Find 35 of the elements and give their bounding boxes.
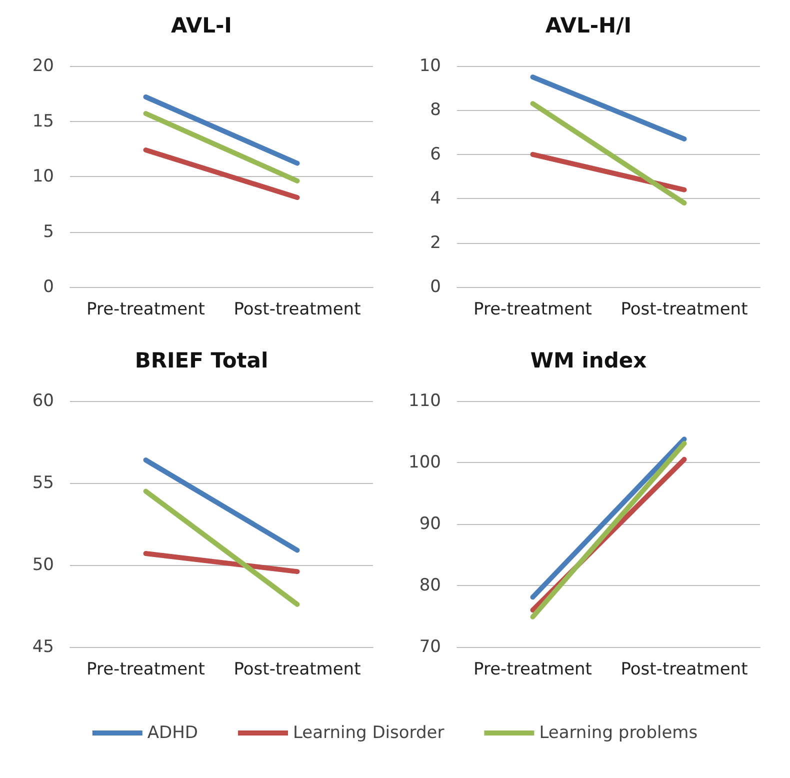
chart-title: BRIEF Total <box>134 348 268 372</box>
y-tick-label: 80 <box>419 576 441 596</box>
chart-title: AVL-I <box>171 14 232 38</box>
y-tick-label: 5 <box>43 222 54 242</box>
y-tick-label: 100 <box>408 452 441 472</box>
y-tick-label: 20 <box>32 56 54 76</box>
y-tick-label: 6 <box>430 144 441 164</box>
y-tick-label: 45 <box>32 637 54 657</box>
x-tick-label: Pre-treatment <box>86 300 206 320</box>
y-tick-label: 10 <box>419 56 441 76</box>
y-tick-label: 0 <box>430 277 441 297</box>
x-tick-label: Pre-treatment <box>86 660 206 680</box>
legend-label: Learning Disorder <box>292 723 444 743</box>
y-tick-label: 8 <box>430 100 441 120</box>
y-tick-label: 60 <box>32 391 54 411</box>
x-tick-label: Post-treatment <box>234 300 362 320</box>
y-tick-label: 50 <box>32 555 54 575</box>
chart-title: WM index <box>530 348 648 372</box>
chart-title: AVL-H/I <box>545 14 632 38</box>
legend-label: ADHD <box>147 723 198 743</box>
y-tick-label: 55 <box>32 473 54 493</box>
y-tick-label: 110 <box>408 391 441 411</box>
x-tick-label: Pre-treatment <box>474 300 592 320</box>
y-tick-label: 10 <box>32 166 54 186</box>
y-tick-label: 4 <box>430 188 441 209</box>
y-tick-label: 70 <box>419 637 441 657</box>
x-tick-label: Post-treatment <box>620 660 748 680</box>
y-tick-label: 15 <box>32 111 54 132</box>
y-tick-label: 2 <box>430 232 441 253</box>
y-tick-label: 0 <box>43 277 54 297</box>
x-tick-label: Pre-treatment <box>474 660 592 680</box>
legend-label: Learning problems <box>539 723 698 743</box>
x-tick-label: Post-treatment <box>620 300 748 320</box>
y-tick-label: 90 <box>419 514 441 534</box>
x-tick-label: Post-treatment <box>234 660 362 680</box>
